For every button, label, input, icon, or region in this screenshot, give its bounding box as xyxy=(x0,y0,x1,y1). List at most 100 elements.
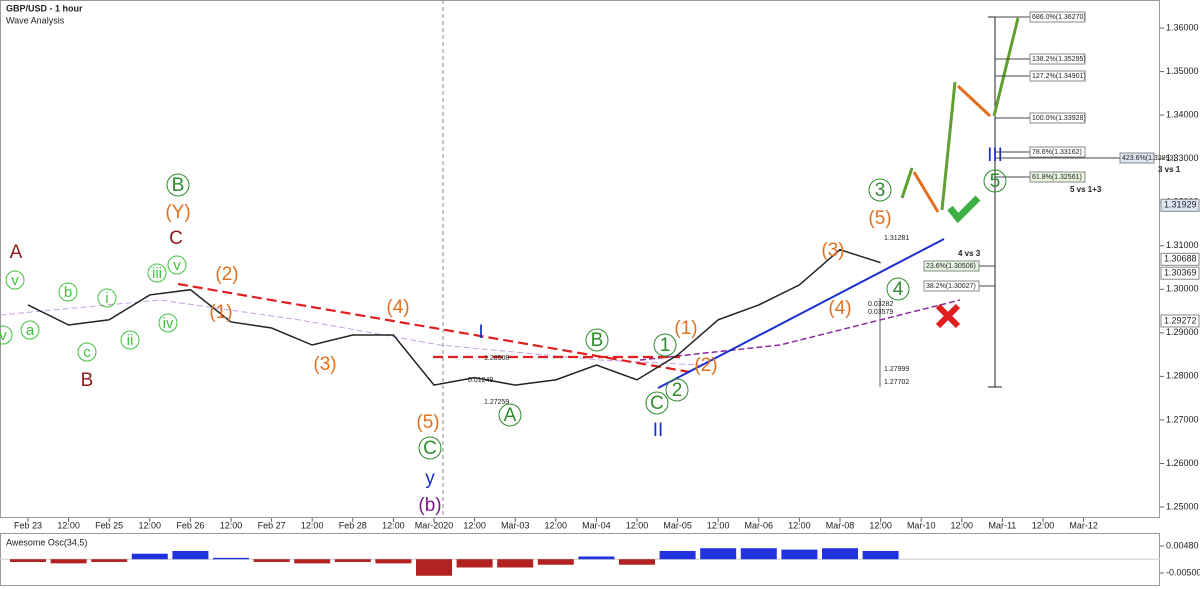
level-box xyxy=(923,260,980,272)
x-tick-label: Mar-2020 xyxy=(415,520,454,530)
x-tick-label: 12:00 xyxy=(951,520,974,530)
wave-label: II xyxy=(653,420,664,441)
osc-bar xyxy=(497,559,534,568)
wave-circle xyxy=(120,330,140,350)
wave-label: v xyxy=(0,327,7,344)
level-label: 100.0%(1.33928) xyxy=(1032,115,1086,122)
price-marker xyxy=(1160,198,1200,212)
osc-bar xyxy=(781,549,818,560)
level-label: 686.0%(1.36270) xyxy=(1032,14,1086,21)
wave-circle xyxy=(166,173,190,197)
level-box xyxy=(1029,146,1086,158)
x-tick-label: 12:00 xyxy=(139,520,162,530)
x-tick-label: Mar-08 xyxy=(826,520,855,530)
x-tick-label: Feb 27 xyxy=(258,520,286,530)
wave-label: (Y) xyxy=(165,202,190,223)
wave-label: 5 xyxy=(990,171,1001,192)
wave-label: (5) xyxy=(868,208,891,229)
x-tick-label: Mar-05 xyxy=(663,520,692,530)
wave-label: I xyxy=(478,322,483,343)
x-tick-label: Mar-10 xyxy=(907,520,936,530)
x-tick-label: 12:00 xyxy=(788,520,811,530)
wave-label: (1) xyxy=(209,302,232,323)
x-tick-label: Mar-04 xyxy=(582,520,611,530)
y-tick-label: 1.27000 xyxy=(1166,414,1199,424)
wave-label: i xyxy=(105,290,108,307)
x-tick-label: Feb 25 xyxy=(95,520,123,530)
x-tick-label: 12:00 xyxy=(220,520,243,530)
osc-bar xyxy=(334,559,371,562)
osc-bar xyxy=(213,557,249,560)
osc-bar xyxy=(619,559,655,565)
x-tick-label: 12:00 xyxy=(382,520,405,530)
arrow xyxy=(900,167,914,199)
level-label: 423.6%(1.32993) xyxy=(1122,155,1176,162)
level-box xyxy=(1029,171,1086,183)
wave-circle xyxy=(665,378,689,402)
wave-circle xyxy=(158,313,178,333)
y-tick-label: 1.30000 xyxy=(1166,284,1199,294)
y-tick-label: 1.26000 xyxy=(1166,458,1199,468)
osc-bar xyxy=(375,559,412,564)
osc-bar xyxy=(456,559,493,568)
osc-bar xyxy=(578,556,615,560)
price-marker-label: 1.31929 xyxy=(1164,200,1197,210)
note: 1.31281 xyxy=(884,235,909,242)
ma-line xyxy=(0,299,701,366)
wave-label: 3 xyxy=(875,180,886,201)
wave-label: III xyxy=(987,145,1003,166)
wave-circle xyxy=(77,342,97,362)
wave-label: v xyxy=(11,272,19,289)
x-tick-label: Mar-11 xyxy=(988,520,1016,530)
wave-circle xyxy=(97,288,117,308)
osc-bar xyxy=(10,559,46,562)
price-marker xyxy=(1160,314,1200,328)
wave-label: C xyxy=(650,393,664,414)
price-marker xyxy=(1160,266,1200,280)
level-box xyxy=(1029,11,1086,23)
wave-label: (1) xyxy=(674,318,697,339)
x-tick-label: Mar-03 xyxy=(501,520,530,530)
x-tick-label: Mar-06 xyxy=(745,520,774,530)
arrow xyxy=(912,171,940,213)
osc-bar xyxy=(50,559,87,564)
osc-bar xyxy=(822,548,858,560)
osc-bar xyxy=(131,553,168,560)
note: 1.27702 xyxy=(884,379,909,386)
ma-line xyxy=(639,299,961,361)
y-tick-label: 0.00480 xyxy=(1166,540,1199,550)
note: 0.01249 xyxy=(468,377,493,384)
wave-circle xyxy=(20,320,40,340)
wave-circle xyxy=(0,325,13,345)
y-tick-label: 1.36000 xyxy=(1166,22,1199,32)
y-tick-label: 1.34000 xyxy=(1166,109,1199,119)
wave-circle xyxy=(886,277,910,301)
level-box xyxy=(1029,53,1086,65)
wave-circle xyxy=(167,255,187,275)
note: 3 vs 1 xyxy=(1158,165,1181,174)
x-tick-label: 12:00 xyxy=(707,520,730,530)
wave-label: (4) xyxy=(828,298,851,319)
level-label: 61.8%(1.32561) xyxy=(1032,174,1082,181)
wave-label: B xyxy=(591,330,604,351)
wave-label: a xyxy=(26,322,35,339)
x-tick-label: Mar-12 xyxy=(1069,520,1098,530)
x-tick-label: Feb 28 xyxy=(339,520,367,530)
trend-line xyxy=(177,282,691,374)
wave-label: 2 xyxy=(672,380,683,401)
main-panel xyxy=(0,0,1160,518)
x-tick-label: 12:00 xyxy=(626,520,649,530)
x-tick-label: 12:00 xyxy=(1032,520,1055,530)
osc-title: Awesome Osc(34,5) xyxy=(6,537,87,547)
wave-circle xyxy=(653,333,677,357)
wave-label: v xyxy=(173,257,181,274)
x-tick-label: 12:00 xyxy=(301,520,324,530)
y-tick-label: 1.28000 xyxy=(1166,371,1199,381)
y-tick-label: 1.33000 xyxy=(1166,153,1199,163)
osc-bar xyxy=(416,559,452,576)
wave-label: B xyxy=(172,175,185,196)
osc-bar xyxy=(740,548,777,560)
wave-circle xyxy=(585,328,609,352)
